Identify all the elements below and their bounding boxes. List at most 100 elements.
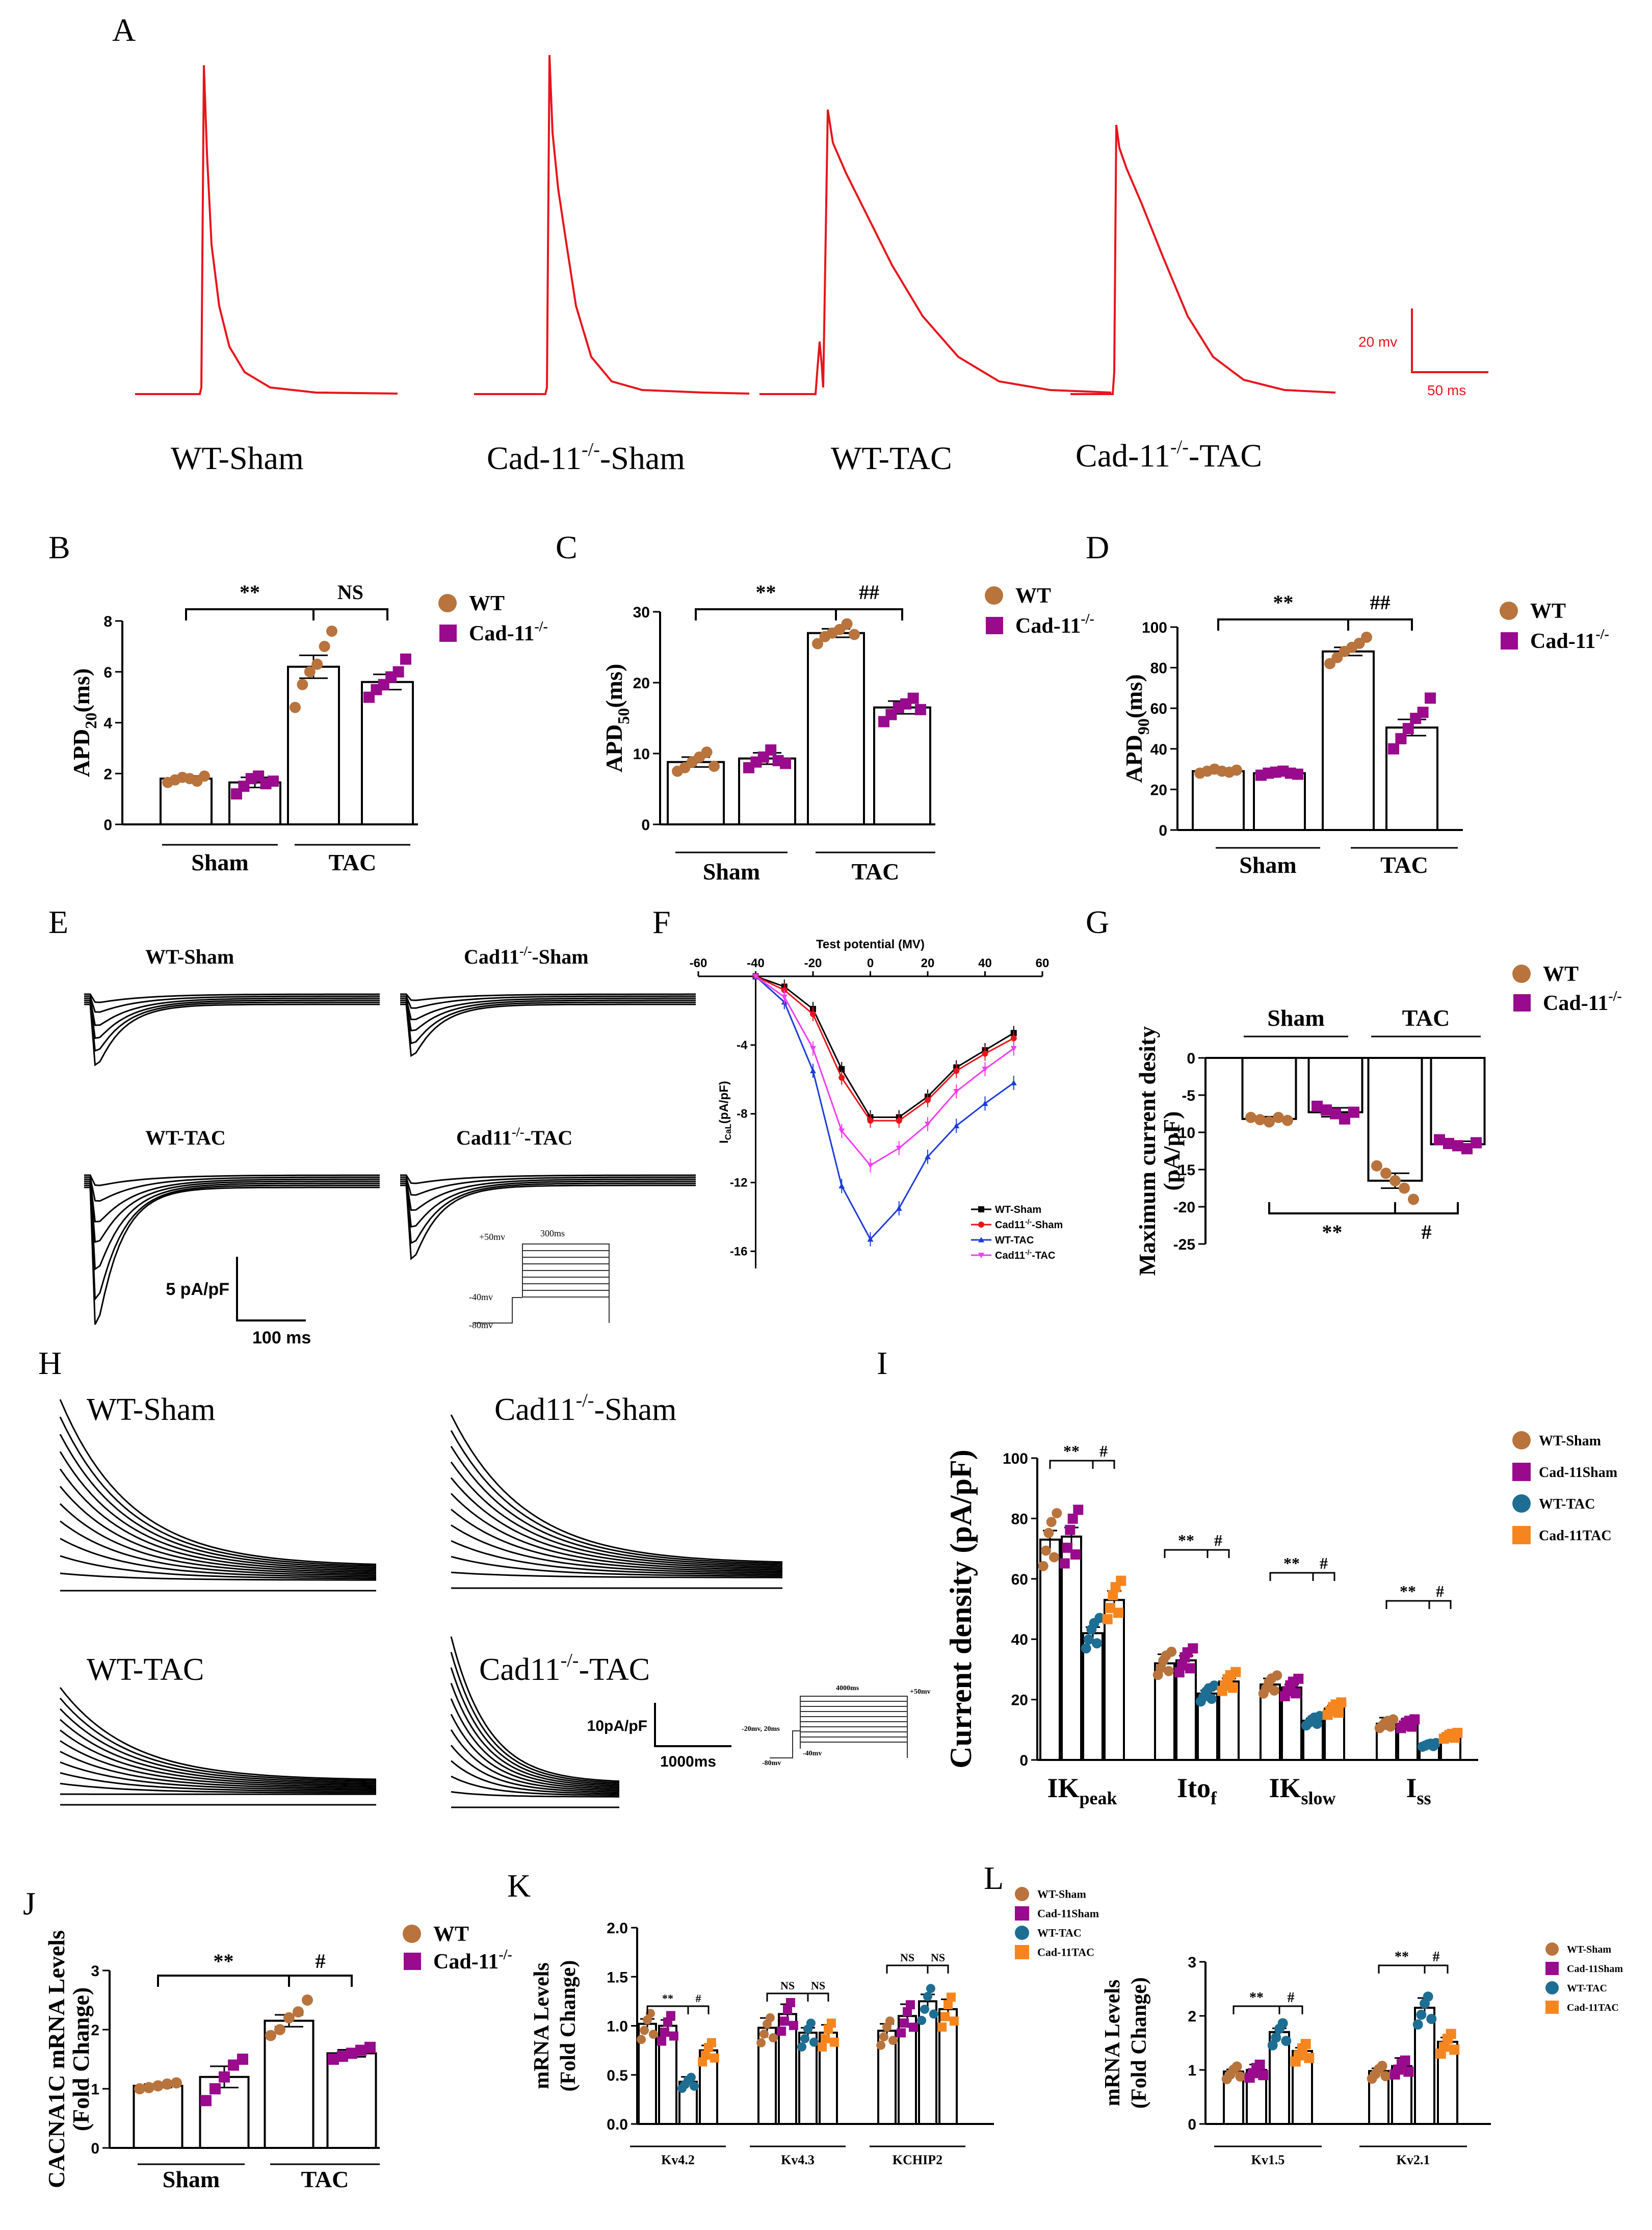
- point-K-2-3-2: [943, 2000, 953, 2009]
- y-tick-label-I-0: 0: [1019, 1752, 1028, 1769]
- legend-marker-I-0: [1512, 1431, 1531, 1449]
- point-F-2-6: [925, 1153, 931, 1159]
- point-I-1-1-1: [1177, 1660, 1188, 1671]
- point-K-0-1-3: [666, 2011, 675, 2020]
- legend-d: WT Cad-11-/-: [1500, 600, 1609, 653]
- point-K-1-2-3: [806, 2018, 816, 2028]
- legend-label-L-1: Cad-11Sham: [1567, 1963, 1623, 1975]
- panel-b: B 0 2 4 6 8 APD20(ms) Sham TAC ** NS WT Cad-11-/-: [48, 529, 548, 875]
- series-line-F-1: [755, 975, 1014, 1122]
- point-F-3-3: [838, 1128, 845, 1134]
- legend-g-cad-sup: -/-: [1608, 989, 1621, 1004]
- e-label-cad11-sham-main: Cad11: [464, 945, 519, 968]
- h-label-cad11-tac-tail: -TAC: [579, 1652, 650, 1687]
- point-I-2-2-4: [1312, 1719, 1322, 1729]
- h-label-wt-sham: WT-Sham: [87, 1392, 216, 1427]
- y-axis-title-B: APD20(ms): [68, 668, 100, 777]
- point-L-1-2-3: [1423, 1991, 1433, 2002]
- bar-J-2: [264, 2019, 314, 2149]
- sig-bracket-L-0-0: [1233, 2005, 1280, 2014]
- ical-trace-cad11-sham-5: [400, 1003, 696, 1057]
- label-cad11-sham-sup: -/-: [582, 439, 600, 460]
- x-axis-title-F: Test potential (MV): [816, 938, 925, 951]
- ik-traces: [59, 1399, 783, 1808]
- legend-label-F-0: WT-Sham: [995, 1204, 1041, 1215]
- ik-trace-wt-tac-2: [60, 1772, 376, 1792]
- point-I-1-0-1: [1156, 1663, 1166, 1674]
- point-F-2-4: [867, 1236, 874, 1242]
- point-B-2-5: [326, 625, 337, 637]
- sig-label-L-0-0: **: [1249, 1990, 1264, 2006]
- legend-marker-K-1: [1015, 1906, 1029, 1921]
- ical-trace-wt-sham-2: [84, 997, 380, 1026]
- y-tick-label-K-2: 1.0: [607, 2018, 628, 2035]
- sig-label-L-1-0: **: [1395, 1949, 1409, 1965]
- legend-c-cad-sup: -/-: [1081, 611, 1094, 627]
- point-K-1-2-4: [809, 2037, 819, 2047]
- sig-label-K-2-0: NS: [900, 1951, 914, 1964]
- category-label-I-2: IKslow: [1269, 1773, 1335, 1808]
- point-F-3-1: [781, 994, 788, 1000]
- point-L-0-0-3: [1231, 2061, 1242, 2072]
- label-cad11-tac-sup: -/-: [1170, 436, 1189, 458]
- y-tick-label-C-0: 0: [641, 817, 650, 834]
- sig-bracket-K-0-1: [687, 2005, 710, 2014]
- legend-label-I-1: Cad-11Sham: [1539, 1465, 1617, 1481]
- ik-trace-wt-tac-6: [60, 1729, 377, 1786]
- ical-traces: [84, 993, 696, 1325]
- point-I-0-1-5: [1073, 1505, 1084, 1515]
- ik-trace-wt-sham-1: [60, 1555, 376, 1579]
- point-J-3-2: [346, 2047, 357, 2059]
- point-J-3-0: [328, 2054, 339, 2065]
- legend-label-K-3: Cad-11TAC: [1037, 1946, 1094, 1959]
- ical-trace-wt-sham-4: [84, 1001, 380, 1052]
- point-F-1-6: [925, 1097, 931, 1103]
- chart-kv1-kv2-mrna: 0 1 2 3 Kv1.5 ** # Kv2.1 ** # mRNA Levels (Fold Cha…: [1101, 1949, 1491, 2167]
- y-tick-label-L-1: 1: [1188, 2062, 1196, 2079]
- group-label-J-0: Sham: [163, 2166, 220, 2192]
- e-protocol-step-5: [522, 1277, 610, 1298]
- point-G-1-4: [1348, 1106, 1359, 1118]
- y-tick-label-I-4: 80: [1011, 1511, 1028, 1527]
- ap-trace-wt-tac: [759, 109, 1112, 395]
- ik-trace-cad11-tac-1: [451, 1775, 619, 1796]
- point-F-3-8: [982, 1067, 988, 1073]
- label-cad11-tac-main: Cad-11: [1076, 437, 1170, 474]
- bar-I-0-0: [1039, 1538, 1061, 1761]
- point-I-0-1-1: [1062, 1542, 1073, 1553]
- point-K-0-2-4: [689, 2081, 699, 2091]
- panel-a: A 20 mv 50 ms WT-Sham Cad-11-/--Sham WT-…: [112, 12, 1488, 476]
- legend-label-L-3: Cad-11TAC: [1567, 2002, 1619, 2013]
- y-tick-label-K-1: 0.5: [607, 2067, 628, 2084]
- ik-trace-cad11-tac-4: [450, 1729, 620, 1792]
- legend-d-cad-marker: [1501, 632, 1518, 650]
- sig-bracket-D-0: [1217, 618, 1349, 631]
- point-F-3-4: [867, 1162, 874, 1169]
- sig-label-I-2-0: **: [1283, 1554, 1300, 1572]
- ical-trace-cad11-sham-1: [400, 995, 696, 1009]
- chart-k-current-density: 0 20 40 60 80 100 IKpeak ** # Itof ** # IKslow ** # Iss…: [944, 1442, 1478, 1808]
- series-line-F-3: [755, 975, 1014, 1166]
- y-tick-label-G-1: -5: [1182, 1087, 1195, 1104]
- group-label-C-1: TAC: [852, 859, 900, 885]
- ik-trace-wt-tac-9: [59, 1697, 377, 1782]
- legend-label-F-1: Cad11-/--Sham: [995, 1217, 1063, 1231]
- point-G-0-0: [1245, 1111, 1256, 1123]
- point-K-0-3-4: [710, 2053, 719, 2063]
- sig-label-I-2-1: #: [1320, 1554, 1328, 1572]
- point-F-0-3: [838, 1066, 845, 1073]
- ik-trace-wt-tac-10: [59, 1687, 377, 1780]
- ical-trace-wt-tac-1: [84, 1176, 380, 1202]
- h-protocol-m40: -40mv: [803, 1750, 822, 1757]
- bar-D-2: [1322, 650, 1375, 831]
- legend-l: WT-Sham Cad-11Sham WT-TAC Cad-11TAC: [1545, 1942, 1623, 2014]
- point-J-1-0: [200, 2095, 212, 2107]
- bar-K-0-1: [658, 2025, 677, 2125]
- point-F-2-9: [1010, 1079, 1017, 1085]
- y-tick-label-G-4: -20: [1173, 1199, 1195, 1216]
- point-G-2-4: [1408, 1194, 1419, 1205]
- point-G-1-0: [1312, 1100, 1323, 1112]
- sig-bracket-G-0: [1268, 1202, 1396, 1214]
- legend-c-wt-label: WT: [1015, 584, 1051, 608]
- bar-C-2: [807, 632, 865, 825]
